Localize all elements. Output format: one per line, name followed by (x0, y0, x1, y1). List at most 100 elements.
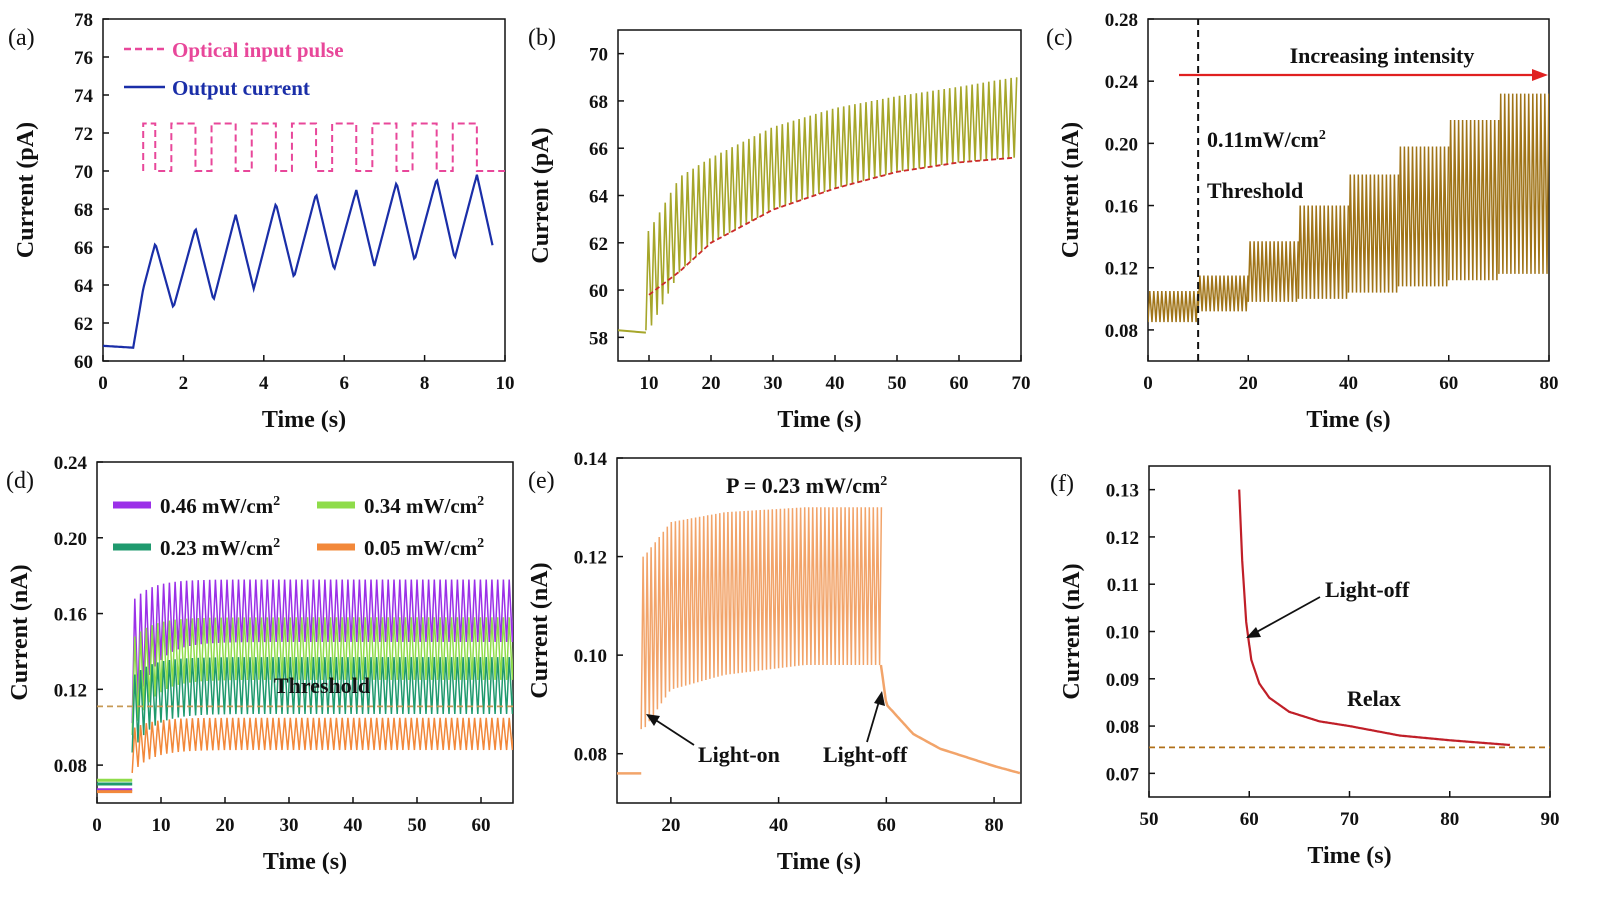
y-tick-label: 0.24 (1105, 72, 1139, 93)
x-axis-label: Time (s) (777, 849, 861, 875)
y-tick-label: 0.16 (54, 605, 87, 626)
x-tick-label: 80 (1540, 373, 1559, 394)
y-tick-label: 0.08 (1106, 717, 1139, 738)
panel-label: (a) (8, 25, 35, 51)
series-oscillation (131, 657, 513, 753)
x-tick-label: 20 (216, 815, 235, 836)
y-tick-label: 0.12 (1106, 528, 1139, 549)
y-tick-label: 0.08 (1105, 321, 1138, 342)
x-tick-label: 60 (1240, 809, 1259, 830)
y-tick-label: 0.14 (574, 449, 608, 470)
annotation-light-on: Light-on (698, 742, 780, 767)
x-tick-label: 60 (1439, 373, 1458, 394)
x-tick-label: 80 (1440, 809, 1459, 830)
x-tick-label: 30 (764, 373, 783, 394)
y-tick-label: 0.20 (1105, 134, 1138, 155)
x-tick-label: 20 (702, 373, 721, 394)
x-tick-label: 2 (179, 373, 189, 394)
y-axis-label: Current (pA) (13, 122, 39, 258)
series-decay (879, 664, 1021, 775)
x-tick-label: 60 (877, 815, 896, 836)
y-tick-label: 0.20 (54, 529, 87, 550)
x-tick-label: 40 (826, 373, 845, 394)
arrow-head-icon (1246, 627, 1261, 638)
annotation-intensity: 0.11mW/cm2 (1207, 127, 1326, 152)
y-tick-label: 0.12 (574, 548, 607, 569)
panel-label: (e) (528, 468, 555, 494)
series-oscillation (131, 579, 513, 724)
legend-label: Output current (172, 76, 310, 100)
x-tick-label: 10 (152, 815, 171, 836)
series-oscillation (645, 77, 1018, 331)
series-step (1397, 146, 1450, 287)
x-tick-label: 80 (985, 815, 1004, 836)
y-tick-label: 66 (589, 139, 608, 160)
annotation-power: P = 0.23 mW/cm2 (726, 473, 887, 498)
x-tick-label: 8 (420, 373, 430, 394)
plot-frame (617, 29, 1022, 362)
x-axis-label: Time (s) (777, 407, 861, 433)
series-step (1498, 93, 1549, 274)
series-relax-curve (1238, 489, 1511, 747)
y-axis-label: Current (nA) (527, 562, 553, 698)
y-tick-label: 70 (74, 162, 93, 183)
data-layer (1149, 489, 1550, 749)
annotation-light-off: Light-off (1325, 577, 1410, 602)
series-step (1297, 205, 1350, 299)
y-tick-label: 68 (589, 92, 608, 113)
x-tick-label: 20 (661, 815, 680, 836)
data-layer (103, 122, 505, 349)
y-axis-label: Current (nA) (1058, 122, 1084, 258)
y-tick-label: 0.28 (1105, 10, 1138, 31)
data-layer (617, 507, 1021, 775)
y-tick-label: 64 (74, 276, 94, 297)
x-tick-label: 70 (1012, 373, 1031, 394)
panel-f: 50 60 70 80 90 0.07 0.08 0.09 0.10 0.11 0.12 0.13 Ti… (1050, 465, 1560, 869)
data-layer (618, 77, 1018, 334)
annotation-threshold: Threshold (1207, 178, 1303, 203)
y-tick-label: 60 (74, 352, 93, 373)
series-step (1448, 119, 1500, 281)
legend-label: Optical input pulse (172, 38, 344, 62)
panel-d: 0 10 20 30 40 50 60 0.08 0.12 0.16 0.20 0.24 Time (s… (6, 453, 514, 875)
legend-label: 0.23 mW/cm2 (160, 536, 280, 560)
y-axis-label: Current (nA) (7, 564, 33, 700)
legend: 0.46 mW/cm2 0.34 mW/cm2 0.23 mW/cm2 0.05 mW… (113, 494, 484, 560)
x-axis-label: Time (s) (262, 407, 346, 433)
x-tick-label: 50 (888, 373, 907, 394)
x-tick-label: 0 (1143, 373, 1153, 394)
panel-label: (c) (1046, 25, 1073, 51)
y-tick-label: 74 (74, 86, 94, 107)
y-tick-label: 0.10 (574, 646, 607, 667)
x-tick-label: 60 (472, 815, 491, 836)
y-tick-label: 68 (74, 200, 93, 221)
series-step (1197, 275, 1249, 312)
y-tick-label: 0.11 (1107, 575, 1139, 596)
series-step (1347, 174, 1400, 293)
y-tick-label: 70 (589, 45, 608, 66)
annotation-light-off: Light-off (823, 742, 908, 767)
plot-frame (102, 18, 506, 362)
series-oscillation (131, 717, 513, 773)
x-tick-label: 0 (92, 815, 102, 836)
light-on-arrow (650, 716, 695, 746)
x-tick-label: 90 (1541, 809, 1560, 830)
x-tick-label: 70 (1340, 809, 1359, 830)
y-tick-label: 0.13 (1106, 481, 1139, 502)
panel-label: (d) (6, 468, 34, 494)
x-tick-label: 4 (259, 373, 269, 394)
y-tick-label: 0.09 (1106, 670, 1139, 691)
legend-label: 0.34 mW/cm2 (364, 494, 484, 518)
series-step (1148, 290, 1199, 323)
x-tick-label: 50 (1140, 809, 1159, 830)
data-layer (1148, 19, 1549, 361)
y-tick-label: 0.07 (1106, 764, 1140, 785)
annotation-increasing: Increasing intensity (1290, 43, 1475, 68)
y-tick-label: 66 (74, 238, 93, 259)
x-tick-label: 0 (98, 373, 108, 394)
y-axis-label: Current (nA) (1059, 563, 1085, 699)
panel-label: (f) (1050, 471, 1074, 497)
panel-e: 20 40 60 80 0.08 0.10 0.12 0.14 Time (s) Current … (527, 449, 1022, 875)
x-tick-label: 6 (339, 373, 349, 394)
